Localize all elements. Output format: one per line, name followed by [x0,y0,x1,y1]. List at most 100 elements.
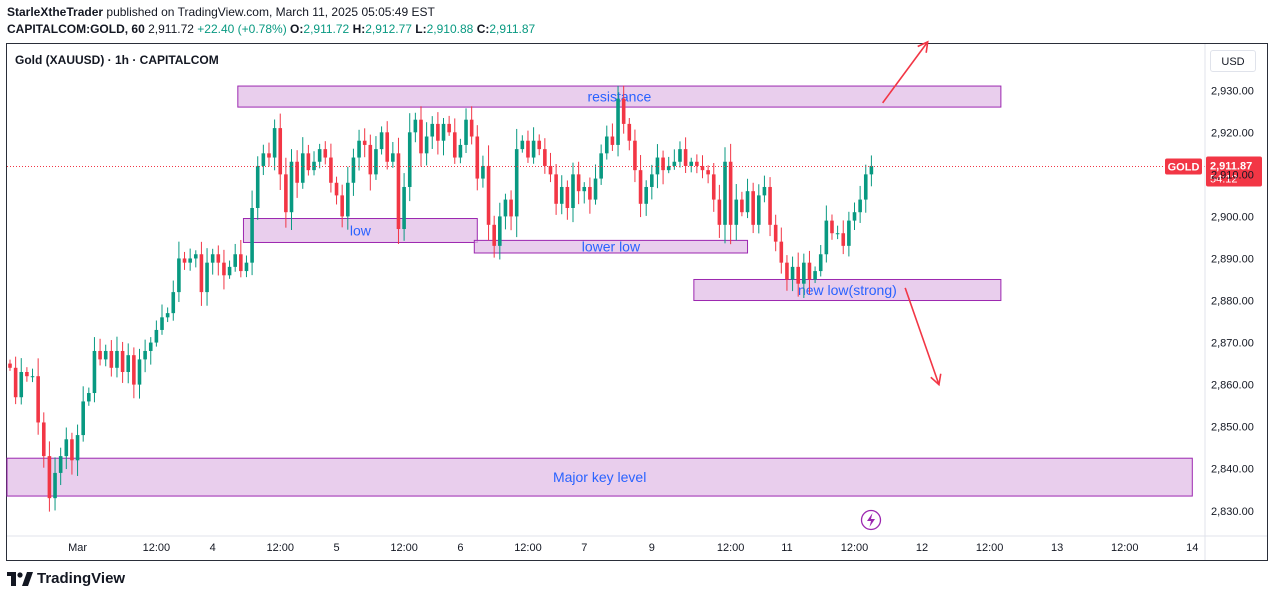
x-tick-label: 12:00 [143,542,171,554]
candle-body [807,262,812,280]
candle [700,155,705,179]
author-name[interactable]: StarleXtheTrader [7,5,104,19]
candle [284,157,288,228]
candle [160,304,164,335]
candle-body [244,262,249,272]
candle [481,155,485,188]
candle [863,164,868,213]
candle-body [148,342,153,351]
candle [419,106,423,167]
candle [278,113,283,191]
candle-body [824,220,829,255]
candle [745,178,750,219]
arrow-shaft [882,41,929,104]
candle-body [109,350,114,368]
candle [576,161,581,205]
candle [644,180,648,216]
candle [255,156,260,220]
candle [565,180,570,220]
candle [537,134,542,156]
candle-body [272,128,277,158]
candle-body [98,350,102,360]
candle-body [531,140,536,158]
tradingview-footer[interactable]: TradingView [7,570,125,587]
candle-body [616,98,620,145]
candle [199,241,204,306]
candle-body [126,355,131,372]
candle-body [132,355,136,385]
candle-body [498,216,502,246]
candle-body [683,149,688,166]
candle [830,214,834,240]
candle [756,184,761,234]
candle [841,220,846,255]
candle-body [469,119,474,137]
candle-body [813,271,817,280]
arrow-shaft [904,287,940,385]
candle [599,144,603,185]
candle-body [633,140,637,171]
candle [785,255,789,291]
candle [469,106,474,145]
candle [430,116,435,149]
candles-layer [8,85,874,512]
candle [768,177,772,237]
candle [554,164,558,215]
candle-body [464,119,468,145]
y-tick-label: 2,890.00 [1211,253,1254,265]
candle [295,150,299,198]
candle [47,441,52,512]
candle-body [295,161,299,183]
candle-body [92,350,97,394]
price-change: +22.40 (+0.78%) [197,22,287,36]
candle [847,211,851,257]
last-price-symbol-box [1165,158,1202,175]
candle [424,122,429,166]
candle-body [740,199,744,213]
x-tick-label: Mar [68,542,87,554]
candle [802,253,806,298]
currency-button[interactable]: USD [1210,50,1256,72]
candle [30,368,35,383]
candle [368,134,373,191]
candle-body [19,372,24,398]
candle-body [75,435,80,461]
candle-body [362,140,367,145]
candle-body [143,350,147,360]
candle-body [351,157,356,183]
candle [402,173,406,241]
candle-body [379,132,384,150]
candle-body [115,350,119,368]
open-label: O: [290,22,304,36]
candle-body [402,186,406,230]
candle [312,151,316,176]
candle-body [492,224,496,246]
candle [19,358,24,405]
candle [773,214,778,252]
candle-body [537,140,542,150]
tradingview-logo-icon [7,571,33,586]
x-tick-label: 12:00 [514,542,542,554]
candle-body [171,292,176,314]
candle-body [588,186,592,200]
candle [58,447,63,486]
candle [289,149,294,231]
candle [638,155,643,218]
candle-body [695,161,699,166]
down-arrow [904,287,942,387]
candle [132,347,136,399]
candle-body [650,174,654,187]
candle [272,119,277,171]
candle [120,341,125,383]
x-tick-label: 12:00 [266,542,294,554]
candle [711,163,716,212]
candle [239,239,243,278]
candle [543,138,547,174]
candle-body [514,149,519,217]
candle [210,248,215,275]
candle-body [858,199,862,213]
candle-body [610,136,615,145]
candle-body [486,165,491,225]
candle [452,118,457,164]
